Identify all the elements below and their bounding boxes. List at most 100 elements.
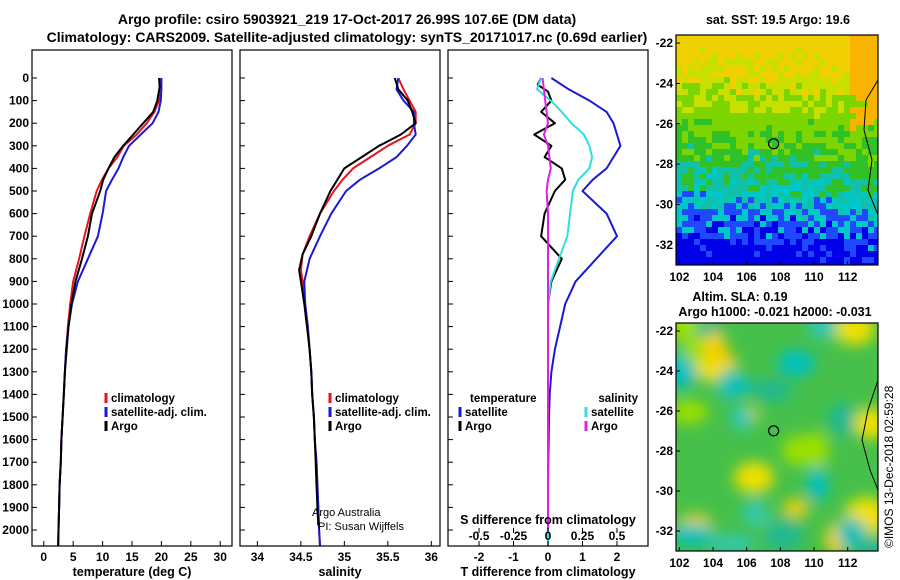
tdiff-tick-label: 1: [579, 550, 586, 564]
series-differences-0: [547, 77, 622, 546]
sst-xtick-label: 102: [669, 270, 689, 284]
series-differences-3: [541, 77, 552, 530]
sst-ytick-label: -32: [656, 238, 674, 252]
pi-label: PI: Susan Wijffels: [318, 521, 404, 533]
sst-map-title: sat. SST: 19.5 Argo: 19.6: [706, 13, 850, 27]
series-temperature-0: [57, 78, 162, 546]
sla-map-title-1: Altim. SLA: 0.19: [692, 290, 787, 304]
depth-tick-label: 0: [22, 71, 29, 85]
salinity-panel: 34 34.5 35 35.5 36 salinity climatology satel…: [239, 49, 441, 579]
credit-label: ©IMOS 13-Dec-2018 02:59:28: [882, 385, 896, 548]
diff-legend-sal-label: Argo: [591, 421, 618, 433]
sst-ytick-label: -28: [656, 157, 674, 171]
temp-tick-label: 0: [40, 550, 47, 564]
depth-tick-label: 200: [9, 116, 29, 130]
diff-legend-temp-header: temperature: [470, 393, 536, 405]
sst-map-panel: sat. SST: 19.5 Argo: 19.6 102 104 106 108 11…: [656, 13, 879, 284]
depth-tick-label: 600: [9, 207, 29, 221]
depth-tick-label: 300: [9, 139, 29, 153]
sla-ytick-label: -24: [656, 364, 674, 378]
diff-legend-temp-label: Argo: [465, 421, 492, 433]
temp-legend-label: Argo: [111, 421, 138, 433]
sst-argo-marker: [768, 138, 780, 150]
temp-tick-label: 10: [96, 550, 110, 564]
depth-tick-label: 1300: [2, 365, 29, 379]
sst-coastline: [863, 79, 878, 216]
sla-xtick-label: 102: [669, 556, 689, 570]
difference-panel: -2 -1 0 1 2 T difference from climatology S …: [447, 49, 649, 579]
tdiff-tick-label: 0: [545, 550, 552, 564]
series-temperature-2: [57, 77, 161, 546]
depth-tick-label: 2000: [2, 523, 29, 537]
sla-coastline: [861, 379, 878, 491]
temp-tick-label: 25: [184, 550, 198, 564]
depth-tick-label: 1000: [2, 297, 29, 311]
series-salinity-0: [299, 77, 417, 546]
depth-tick-label: 1600: [2, 433, 29, 447]
sst-xtick-label: 104: [703, 270, 723, 284]
sst-ytick-label: -26: [656, 117, 674, 131]
sla-ytick-label: -26: [656, 404, 674, 418]
temp-legend-label: satellite-adj. clim.: [111, 407, 207, 419]
s-difference-label: S difference from climatology: [460, 513, 636, 527]
temp-tick-label: 15: [125, 550, 139, 564]
sal-legend-label: satellite-adj. clim.: [335, 407, 431, 419]
temp-legend-label: climatology: [111, 393, 176, 405]
sla-ytick-label: -32: [656, 524, 674, 538]
sal-legend-label: climatology: [335, 393, 400, 405]
sal-tick-label: 34: [251, 550, 265, 564]
t-difference-axis-label: T difference from climatology: [460, 565, 635, 579]
depth-tick-label: 1700: [2, 455, 29, 469]
s-tick-label: 0.25: [571, 529, 595, 543]
temperature-frame: [31, 49, 233, 547]
sst-ytick-label: -30: [656, 197, 674, 211]
sla-map-frame: [675, 322, 879, 552]
title-line-2: Climatology: CARS2009. Satellite-adjuste…: [47, 29, 648, 45]
depth-tick-label: 500: [9, 184, 29, 198]
sla-xtick-label: 106: [737, 556, 757, 570]
sla-xtick-label: 104: [703, 556, 723, 570]
sla-ytick-label: -28: [656, 444, 674, 458]
diff-legend-temp-label: satellite: [465, 407, 508, 419]
s-tick-label: -0.5: [469, 529, 490, 543]
title-line-1: Argo profile: csiro 5903921_219 17-Oct-2…: [118, 11, 576, 27]
depth-tick-label: 1400: [2, 387, 29, 401]
temp-tick-label: 20: [155, 550, 169, 564]
sst-ytick-label: -24: [656, 76, 674, 90]
sst-ytick-label: -22: [656, 36, 674, 50]
sla-field: [676, 323, 878, 551]
sal-legend-label: Argo: [335, 421, 362, 433]
series-differences-1: [533, 77, 567, 530]
depth-tick-label: 800: [9, 252, 29, 266]
sla-map-title-2: Argo h1000: -0.021 h2000: -0.031: [678, 305, 871, 319]
diff-legend-sal-header: salinity: [598, 393, 638, 405]
sla-ytick-label: -30: [656, 484, 674, 498]
argo-australia-label: Argo Australia: [312, 507, 381, 519]
sla-xtick-label: 110: [804, 556, 824, 570]
tdiff-tick-label: 2: [614, 550, 621, 564]
sst-xtick-label: 110: [804, 270, 824, 284]
depth-tick-label: 400: [9, 161, 29, 175]
series-salinity-2: [298, 77, 417, 526]
sal-tick-label: 35.5: [376, 550, 400, 564]
tdiff-tick-label: -2: [474, 550, 485, 564]
sla-ytick-label: -22: [656, 324, 674, 338]
sla-xtick-label: 112: [838, 556, 858, 570]
sla-map-panel: Altim. SLA: 0.19 Argo h1000: -0.021 h200…: [656, 290, 879, 570]
series-temperature-1: [57, 78, 163, 546]
s-tick-label: 0: [545, 529, 552, 543]
depth-tick-label: 700: [9, 229, 29, 243]
s-tick-label: -0.25: [500, 529, 528, 543]
sst-xtick-label: 108: [770, 270, 790, 284]
temperature-panel: 0 5 10 15 20 25 30 0 100 200 300 400 500 600 700 800 90…: [2, 49, 233, 579]
depth-tick-label: 1800: [2, 478, 29, 492]
tdiff-tick-label: -1: [508, 550, 519, 564]
temp-tick-label: 30: [214, 550, 228, 564]
sla-xtick-label: 108: [770, 556, 790, 570]
sla-argo-marker: [768, 425, 780, 437]
depth-tick-label: 100: [9, 94, 29, 108]
depth-tick-label: 1900: [2, 500, 29, 514]
depth-tick-label: 1100: [3, 320, 29, 334]
series-salinity-1: [303, 77, 417, 546]
